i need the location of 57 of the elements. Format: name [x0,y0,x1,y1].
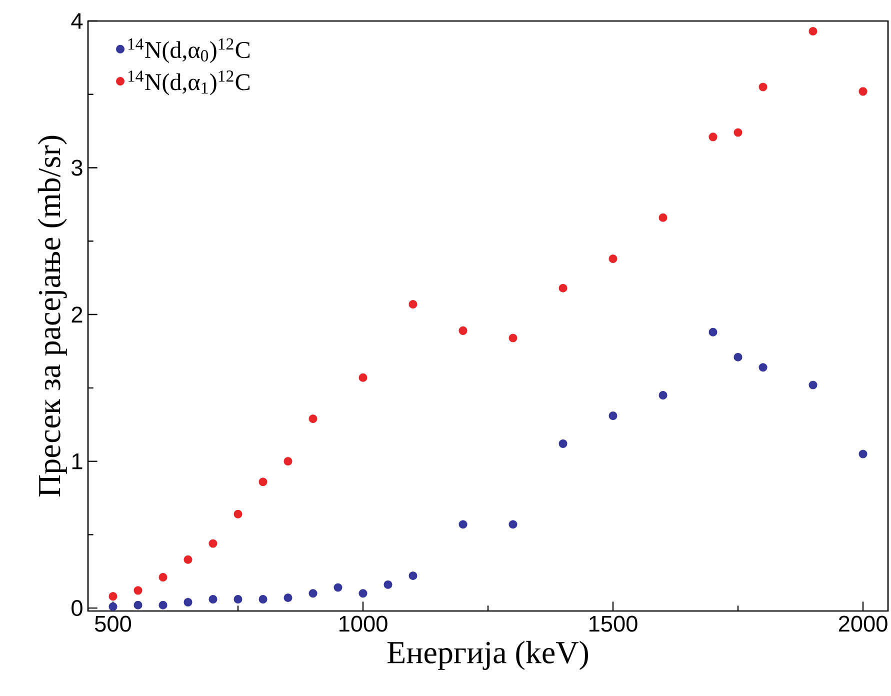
x-tick-label: 1000 [340,616,388,632]
x-axis-title: Енергија (keV) [388,640,588,670]
point [608,412,618,420]
y-axis-title: Пресек за расејање (mb/sr) [38,136,67,497]
x-tick-label: 2000 [838,616,888,632]
point [258,478,268,486]
x-tick-label: 500 [94,616,132,632]
point [558,439,568,448]
y-tick-label: 0 [72,600,82,616]
point [184,555,192,564]
point [308,589,318,598]
point [408,300,418,309]
point [284,457,292,466]
point [734,128,742,137]
point [408,572,418,580]
point [658,390,668,400]
y-tick-label: 3 [72,160,82,176]
point [358,373,368,382]
legend-label: $^{14}$N(d,α$_{0}$)$^{12}$C [128,38,250,63]
point [508,520,518,529]
y-tick-label: 1 [72,453,82,470]
point [158,572,168,582]
point [658,213,668,222]
point [234,510,242,518]
point [608,254,618,264]
point [134,600,142,610]
point [508,334,518,342]
point [234,594,242,604]
point [284,594,292,602]
point [758,82,768,92]
point [208,539,218,548]
point [358,589,368,598]
point [708,328,718,336]
point [108,602,118,611]
point [108,592,118,601]
point [558,284,568,292]
point [858,450,868,458]
point [808,380,818,390]
point [458,326,468,335]
point [158,600,168,610]
y-tick-label: 4 [71,13,83,29]
x-tick-label: 1500 [590,616,638,632]
point [334,583,342,592]
point [734,352,742,362]
point [308,414,318,424]
point [258,594,268,604]
point [758,363,768,372]
point [808,26,818,36]
point [458,520,468,529]
point [384,580,392,589]
point [858,87,868,96]
point [134,586,142,595]
point [208,594,218,604]
point [708,132,718,142]
legend-label: $^{14}$N(d,α$_{1}$)$^{12}$C [128,70,250,96]
y-tick-label: 2 [72,306,82,322]
point [184,598,192,606]
